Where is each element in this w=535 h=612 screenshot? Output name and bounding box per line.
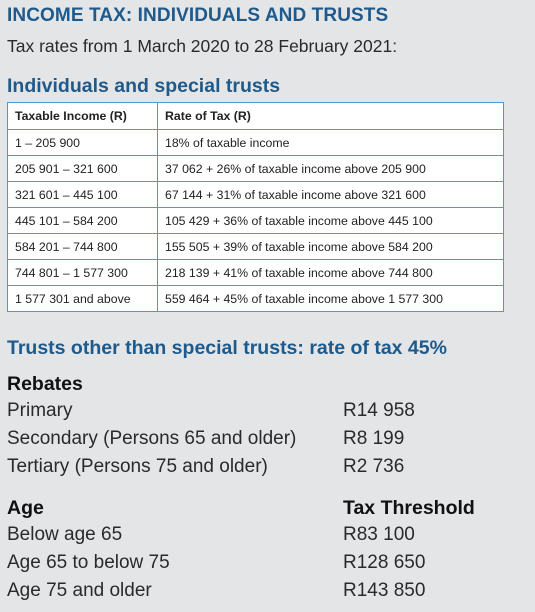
trusts-rate-heading: Trusts other than special trusts: rate o… bbox=[7, 337, 447, 359]
table-row: 321 601 – 445 100 67 144 + 31% of taxabl… bbox=[7, 181, 504, 208]
threshold-label: Age 75 and older bbox=[7, 580, 152, 601]
taxable-income-cell: 1 – 205 900 bbox=[7, 129, 158, 156]
rebate-label: Tertiary (Persons 75 and older) bbox=[7, 456, 268, 477]
rebate-label: Secondary (Persons 65 and older) bbox=[7, 428, 297, 449]
table-row: 1 – 205 900 18% of taxable income bbox=[7, 129, 504, 156]
taxable-income-cell: 205 901 – 321 600 bbox=[7, 155, 158, 182]
tax-rates-table: Taxable Income (R) Rate of Tax (R) 1 – 2… bbox=[7, 102, 504, 312]
threshold-row-65-to-75: Age 65 to below 75 R128 650 bbox=[7, 552, 527, 578]
column-header-taxable-income: Taxable Income (R) bbox=[7, 102, 158, 130]
rebate-row-tertiary: Tertiary (Persons 75 and older) R2 736 bbox=[7, 456, 527, 482]
table-header-row: Taxable Income (R) Rate of Tax (R) bbox=[7, 102, 504, 130]
rate-of-tax-cell: 37 062 + 26% of taxable income above 205… bbox=[157, 155, 504, 182]
tax-threshold-heading: Tax Threshold bbox=[343, 497, 475, 519]
threshold-value: R83 100 bbox=[343, 524, 415, 545]
taxable-income-cell: 1 577 301 and above bbox=[7, 285, 158, 312]
table-row: 584 201 – 744 800 155 505 + 39% of taxab… bbox=[7, 233, 504, 260]
taxable-income-cell: 321 601 – 445 100 bbox=[7, 181, 158, 208]
rate-of-tax-cell: 218 139 + 41% of taxable income above 74… bbox=[157, 259, 504, 286]
rebate-row-secondary: Secondary (Persons 65 and older) R8 199 bbox=[7, 428, 527, 454]
page-title: INCOME TAX: INDIVIDUALS AND TRUSTS bbox=[7, 5, 389, 26]
taxable-income-cell: 744 801 – 1 577 300 bbox=[7, 259, 158, 286]
threshold-label: Below age 65 bbox=[7, 524, 123, 545]
taxable-income-cell: 445 101 – 584 200 bbox=[7, 207, 158, 234]
rate-of-tax-cell: 155 505 + 39% of taxable income above 58… bbox=[157, 233, 504, 260]
threshold-label: Age 65 to below 75 bbox=[7, 552, 170, 573]
column-header-rate-of-tax: Rate of Tax (R) bbox=[157, 102, 504, 130]
threshold-value: R128 650 bbox=[343, 552, 426, 573]
threshold-value: R143 850 bbox=[343, 580, 426, 601]
rebate-value: R14 958 bbox=[343, 400, 415, 421]
taxable-income-cell: 584 201 – 744 800 bbox=[7, 233, 158, 260]
threshold-row-below-65: Below age 65 R83 100 bbox=[7, 524, 527, 550]
rebate-row-primary: Primary R14 958 bbox=[7, 400, 527, 426]
threshold-row-75-and-older: Age 75 and older R143 850 bbox=[7, 580, 527, 606]
table-row: 1 577 301 and above 559 464 + 45% of tax… bbox=[7, 285, 504, 312]
threshold-header: Age Tax Threshold bbox=[7, 497, 527, 523]
rebate-value: R2 736 bbox=[343, 456, 405, 477]
rebates-heading: Rebates bbox=[7, 373, 83, 395]
age-heading: Age bbox=[7, 497, 44, 519]
table-row: 205 901 – 321 600 37 062 + 26% of taxabl… bbox=[7, 155, 504, 182]
table-row: 744 801 – 1 577 300 218 139 + 41% of tax… bbox=[7, 259, 504, 286]
table-row: 445 101 – 584 200 105 429 + 36% of taxab… bbox=[7, 207, 504, 234]
individuals-heading: Individuals and special trusts bbox=[7, 75, 281, 97]
rate-of-tax-cell: 559 464 + 45% of taxable income above 1 … bbox=[157, 285, 504, 312]
tax-year-subtitle: Tax rates from 1 March 2020 to 28 Februa… bbox=[7, 36, 398, 56]
rate-of-tax-cell: 105 429 + 36% of taxable income above 44… bbox=[157, 207, 504, 234]
rebate-value: R8 199 bbox=[343, 428, 405, 449]
rate-of-tax-cell: 18% of taxable income bbox=[157, 129, 504, 156]
rate-of-tax-cell: 67 144 + 31% of taxable income above 321… bbox=[157, 181, 504, 208]
rebate-label: Primary bbox=[7, 400, 73, 421]
